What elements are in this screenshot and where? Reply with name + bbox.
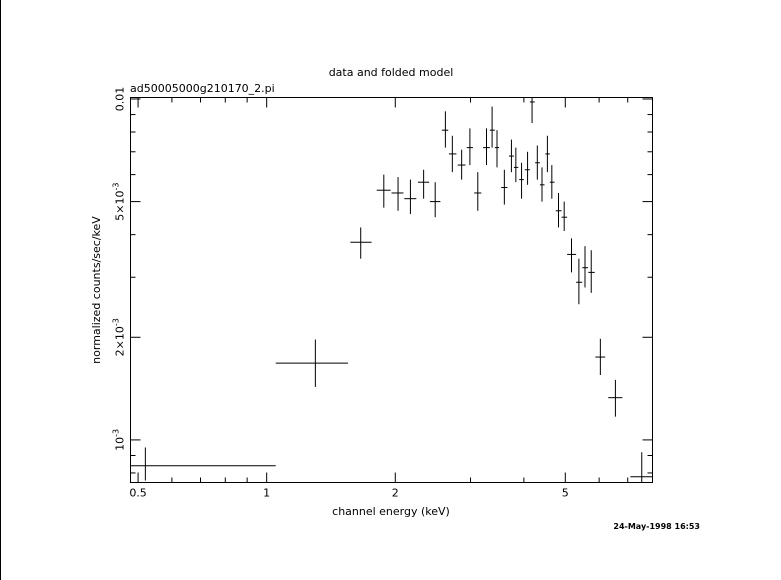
data-points (130, 97, 653, 483)
chart-title: data and folded model (329, 66, 454, 79)
data-point (457, 149, 466, 180)
data-point (529, 97, 535, 124)
data-point (489, 106, 495, 148)
data-point (630, 452, 653, 483)
data-point (582, 246, 588, 288)
x-tick-label: 5 (562, 487, 569, 500)
y-tick-exponent: -3 (112, 183, 121, 191)
data-point (448, 135, 457, 173)
data-point (555, 192, 562, 228)
data-point (404, 179, 417, 214)
data-point (391, 177, 404, 211)
y-tick-label: 5×10-3 (112, 183, 127, 221)
data-point (549, 165, 555, 199)
data-point (441, 111, 449, 148)
file-name: ad50005000g210170_2.pi (130, 82, 275, 95)
y-tick-exponent: -3 (112, 318, 121, 326)
y-tick-base: 0.01 (114, 87, 127, 112)
y-axis-label: normalized counts/sec/keV (90, 216, 103, 364)
y-tick-label: 2×10-3 (112, 318, 127, 356)
data-point (576, 258, 583, 305)
data-point (513, 147, 519, 183)
data-point (588, 250, 595, 293)
data-point (130, 447, 276, 481)
data-point (275, 339, 348, 387)
data-point (417, 169, 430, 199)
y-tick-exponent: -3 (112, 429, 121, 437)
data-point (501, 169, 508, 205)
y-tick-base: 2×10 (114, 326, 127, 356)
data-point (608, 379, 623, 417)
data-point (539, 167, 545, 202)
x-tick-label: 2 (392, 487, 399, 500)
data-point (494, 130, 500, 168)
data-point (376, 174, 391, 208)
x-tick-label: 1 (263, 487, 270, 500)
data-point (466, 128, 473, 166)
y-tick-base: 10 (114, 437, 127, 451)
data-point (545, 135, 550, 173)
y-tick-label: 10-3 (112, 429, 127, 451)
y-tick-base: 5×10 (114, 190, 127, 220)
x-tick-label: 0.5 (129, 487, 147, 500)
x-axis-ticks: 0.5 1 2 5 (129, 97, 629, 500)
data-point (561, 201, 568, 231)
data-point (429, 182, 441, 218)
data-point (350, 227, 372, 259)
plot-frame (130, 97, 653, 483)
x-axis-label: channel energy (keV) (332, 505, 450, 518)
data-point (483, 128, 490, 166)
data-point (519, 162, 524, 199)
timestamp: 24-May-1998 16:53 (613, 522, 700, 531)
data-point (508, 139, 514, 173)
y-tick-label: 0.01 (114, 87, 127, 112)
data-point (567, 238, 577, 273)
data-point (474, 172, 482, 211)
data-point (524, 151, 530, 185)
data-point (595, 338, 606, 376)
data-point (535, 145, 540, 180)
y-axis-ticks: 10-32×10-35×10-30.01 (112, 87, 653, 474)
